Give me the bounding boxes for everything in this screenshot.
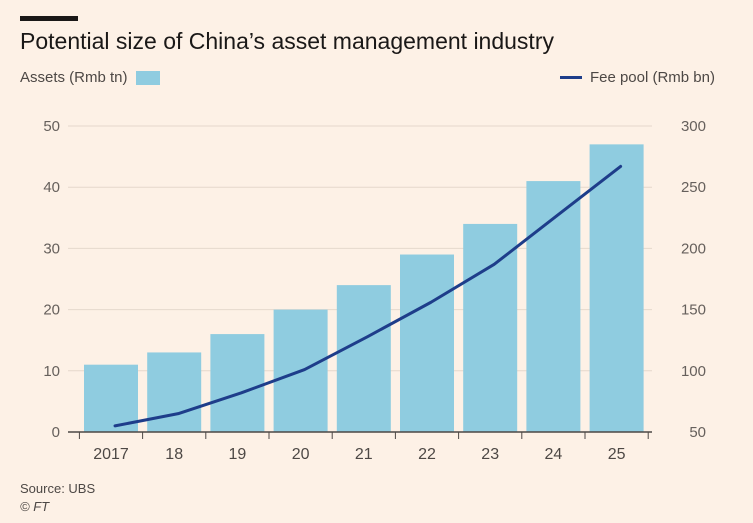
bar-assets bbox=[526, 181, 581, 432]
y-left-tick-label: 40 bbox=[43, 179, 60, 196]
source-note: Source: UBS bbox=[20, 481, 96, 496]
y-right-tick-label: 150 bbox=[681, 302, 706, 319]
x-tick-label: 2017 bbox=[93, 446, 129, 463]
bar-assets bbox=[463, 223, 518, 432]
legend-assets: Assets (Rmb tn) bbox=[20, 69, 160, 86]
legend-fee-pool-line bbox=[559, 76, 582, 79]
y-left-tick-label: 10 bbox=[43, 363, 60, 380]
y-right-tick-label: 50 bbox=[689, 424, 706, 441]
legend-assets-swatch bbox=[135, 70, 160, 85]
y-right-tick-label: 200 bbox=[681, 240, 706, 257]
y-right-tick-label: 300 bbox=[681, 118, 706, 135]
y-right-tick-label: 100 bbox=[681, 363, 706, 380]
y-right-tick-label: 250 bbox=[681, 179, 706, 196]
x-tick-label: 24 bbox=[545, 446, 563, 463]
legend-fee-pool-label: Fee pool (Rmb bn) bbox=[589, 69, 715, 86]
x-tick-label: 18 bbox=[165, 446, 183, 463]
x-tick-label: 22 bbox=[418, 446, 436, 463]
credit-note: © FT bbox=[20, 499, 50, 514]
legend-fee-pool: Fee pool (Rmb bn) bbox=[559, 69, 715, 86]
top-rule bbox=[20, 16, 78, 21]
y-left-tick-label: 0 bbox=[52, 424, 60, 441]
y-left-tick-label: 50 bbox=[43, 118, 60, 135]
x-tick-label: 23 bbox=[481, 446, 499, 463]
y-left-tick-label: 20 bbox=[43, 302, 60, 319]
bar-assets bbox=[336, 285, 391, 432]
bar-assets bbox=[400, 254, 454, 432]
bar-assets bbox=[589, 144, 644, 433]
x-tick-label: 21 bbox=[355, 446, 373, 463]
legend-assets-label: Assets (Rmb tn) bbox=[20, 69, 128, 86]
x-tick-label: 19 bbox=[229, 446, 247, 463]
x-tick-label: 25 bbox=[608, 446, 626, 463]
bar-assets bbox=[84, 364, 138, 432]
chart-title: Potential size of China’s asset manageme… bbox=[20, 28, 554, 54]
y-left-tick-label: 30 bbox=[43, 240, 60, 257]
x-tick-label: 20 bbox=[292, 446, 310, 463]
bar-assets bbox=[147, 352, 202, 432]
bar-assets bbox=[210, 334, 265, 432]
